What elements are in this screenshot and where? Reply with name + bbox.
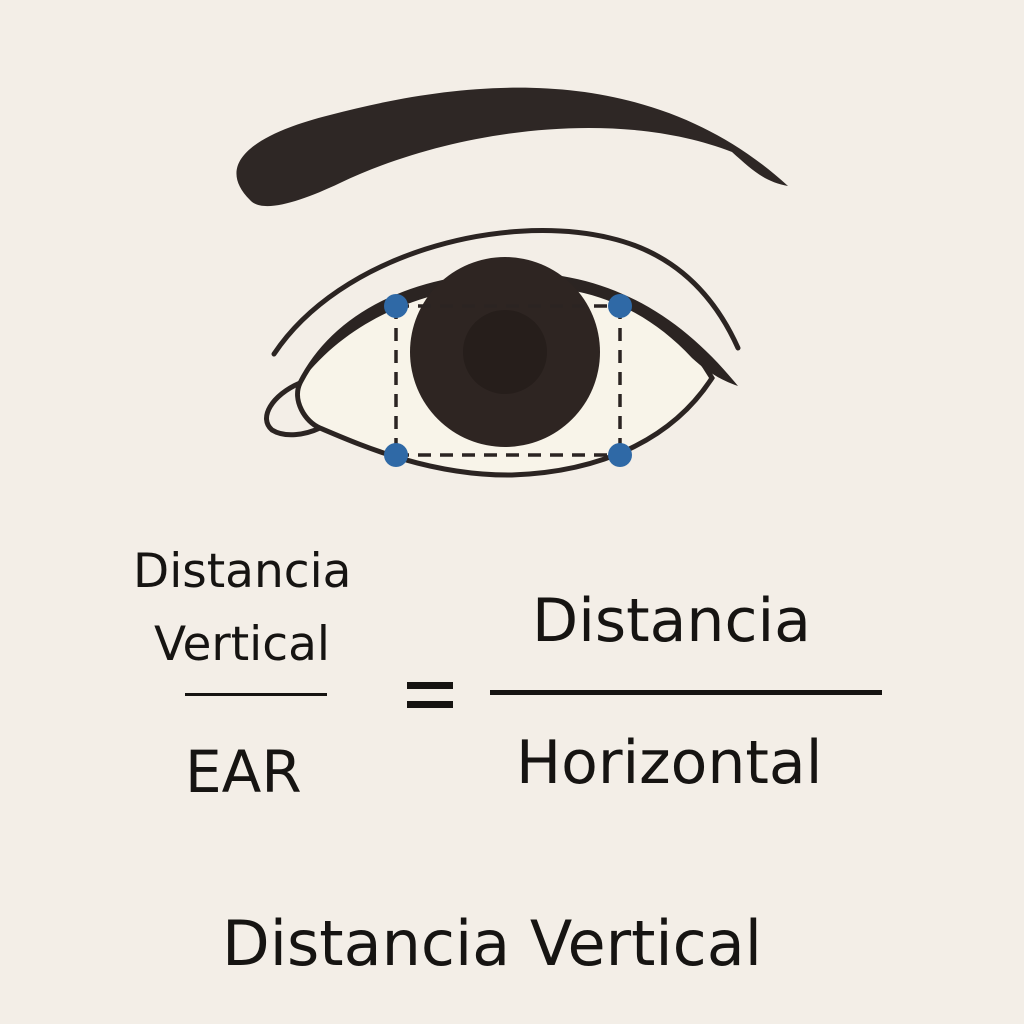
eyebrow-shape: [236, 87, 788, 207]
equals-bar-top: [407, 682, 453, 689]
tear-duct: [264, 380, 322, 438]
right-fraction-bar: [490, 690, 882, 695]
left-denominator: EAR: [185, 738, 302, 806]
left-numerator-line1: Distancia: [133, 544, 352, 599]
eyelid-crease: [271, 228, 741, 357]
footer-caption: Distancia Vertical: [222, 907, 762, 980]
landmark-point: [384, 443, 408, 467]
equals-bar-bottom: [407, 701, 453, 708]
right-numerator: Distancia: [532, 586, 811, 656]
pupil: [463, 310, 547, 394]
left-numerator-line2: Vertical: [154, 617, 330, 672]
right-denominator: Horizontal: [516, 728, 823, 798]
left-fraction-bar: [185, 693, 327, 696]
landmark-point: [608, 294, 632, 318]
measurement-box: [394, 304, 622, 457]
landmark-point: [384, 294, 408, 318]
eye-diagram: [236, 87, 788, 478]
landmark-points: [384, 294, 632, 467]
landmark-point: [608, 443, 632, 467]
